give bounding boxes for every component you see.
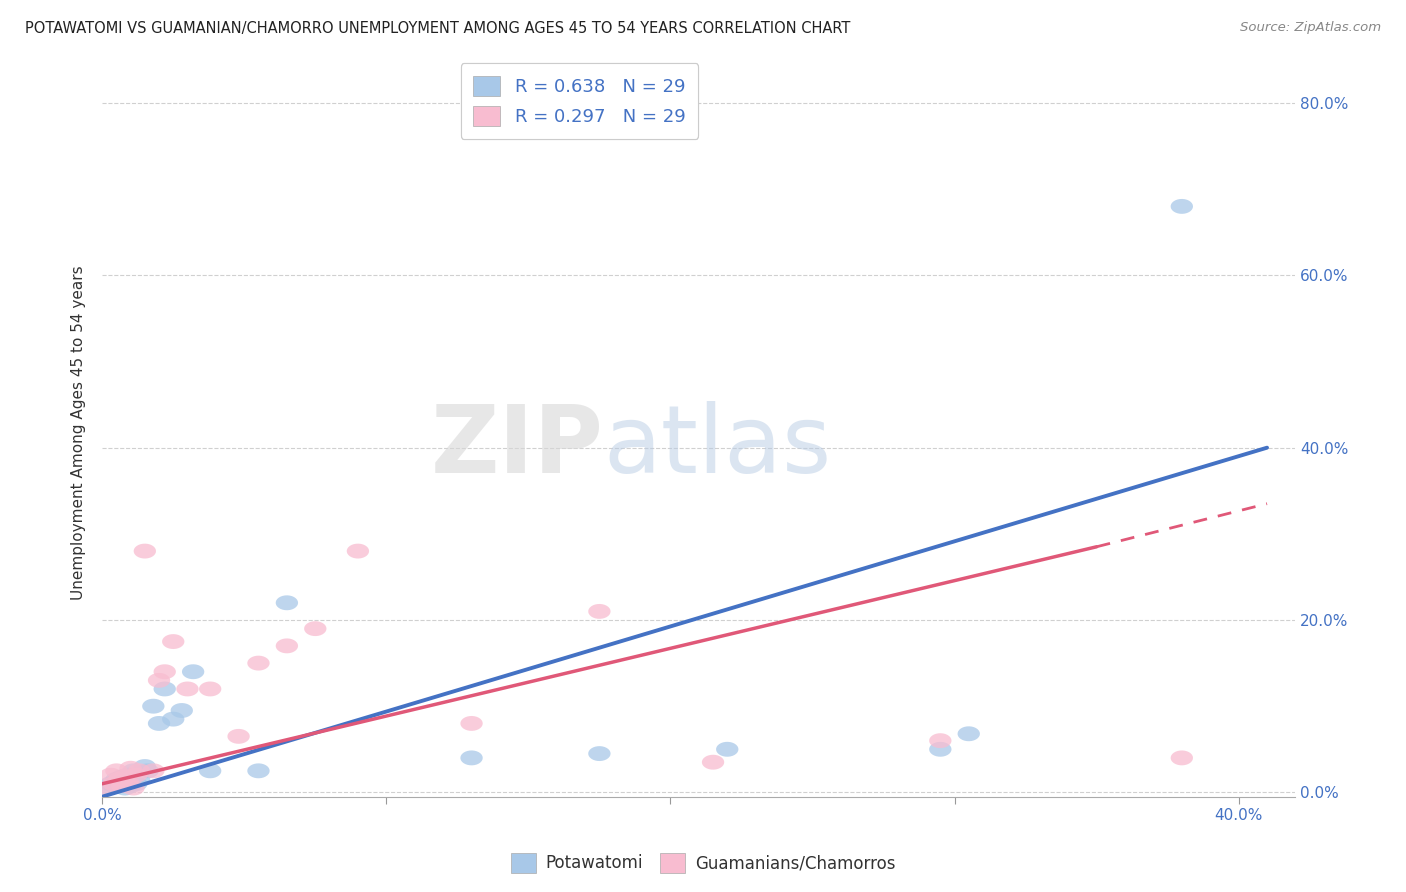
Point — [153, 681, 176, 696]
Point — [108, 772, 131, 787]
Point — [142, 764, 165, 778]
Point — [162, 712, 184, 726]
Point — [111, 770, 134, 784]
Point — [134, 759, 156, 773]
Point — [105, 772, 128, 787]
Text: ZIP: ZIP — [430, 401, 603, 493]
Point — [142, 699, 165, 714]
Point — [117, 768, 139, 782]
Point — [1171, 199, 1194, 213]
Point — [103, 777, 125, 791]
Point — [128, 764, 150, 778]
Point — [108, 775, 131, 789]
Point — [148, 673, 170, 688]
Point — [134, 544, 156, 558]
Point — [153, 665, 176, 679]
Point — [1171, 751, 1194, 765]
Legend: Potawatomi, Guamanians/Chamorros: Potawatomi, Guamanians/Chamorros — [503, 847, 903, 880]
Point — [114, 770, 136, 784]
Point — [111, 779, 134, 793]
Y-axis label: Unemployment Among Ages 45 to 54 years: Unemployment Among Ages 45 to 54 years — [72, 265, 86, 600]
Point — [120, 779, 142, 793]
Point — [588, 747, 610, 761]
Point — [702, 755, 724, 769]
Point — [100, 777, 122, 791]
Point — [103, 779, 125, 793]
Point — [125, 768, 148, 782]
Point — [198, 681, 221, 696]
Point — [929, 742, 952, 756]
Point — [97, 780, 120, 795]
Text: Source: ZipAtlas.com: Source: ZipAtlas.com — [1240, 21, 1381, 35]
Point — [460, 751, 482, 765]
Text: atlas: atlas — [603, 401, 831, 493]
Point — [162, 634, 184, 648]
Point — [114, 780, 136, 795]
Point — [128, 772, 150, 787]
Point — [176, 681, 198, 696]
Point — [228, 730, 250, 744]
Point — [120, 761, 142, 775]
Legend: R = 0.638   N = 29, R = 0.297   N = 29: R = 0.638 N = 29, R = 0.297 N = 29 — [461, 63, 699, 139]
Point — [460, 716, 482, 731]
Point — [957, 727, 980, 741]
Point — [97, 780, 120, 795]
Text: POTAWATOMI VS GUAMANIAN/CHAMORRO UNEMPLOYMENT AMONG AGES 45 TO 54 YEARS CORRELAT: POTAWATOMI VS GUAMANIAN/CHAMORRO UNEMPLO… — [25, 21, 851, 37]
Point — [105, 764, 128, 778]
Point — [117, 775, 139, 789]
Point — [929, 733, 952, 747]
Point — [276, 596, 298, 610]
Point — [122, 764, 145, 778]
Point — [198, 764, 221, 778]
Point — [122, 780, 145, 795]
Point — [588, 604, 610, 618]
Point — [304, 622, 326, 636]
Point — [148, 716, 170, 731]
Point — [136, 764, 159, 778]
Point — [170, 704, 193, 718]
Point — [247, 656, 270, 670]
Point — [100, 768, 122, 782]
Point — [276, 639, 298, 653]
Point — [347, 544, 370, 558]
Point — [125, 777, 148, 791]
Point — [181, 665, 204, 679]
Point — [247, 764, 270, 778]
Point — [716, 742, 738, 756]
